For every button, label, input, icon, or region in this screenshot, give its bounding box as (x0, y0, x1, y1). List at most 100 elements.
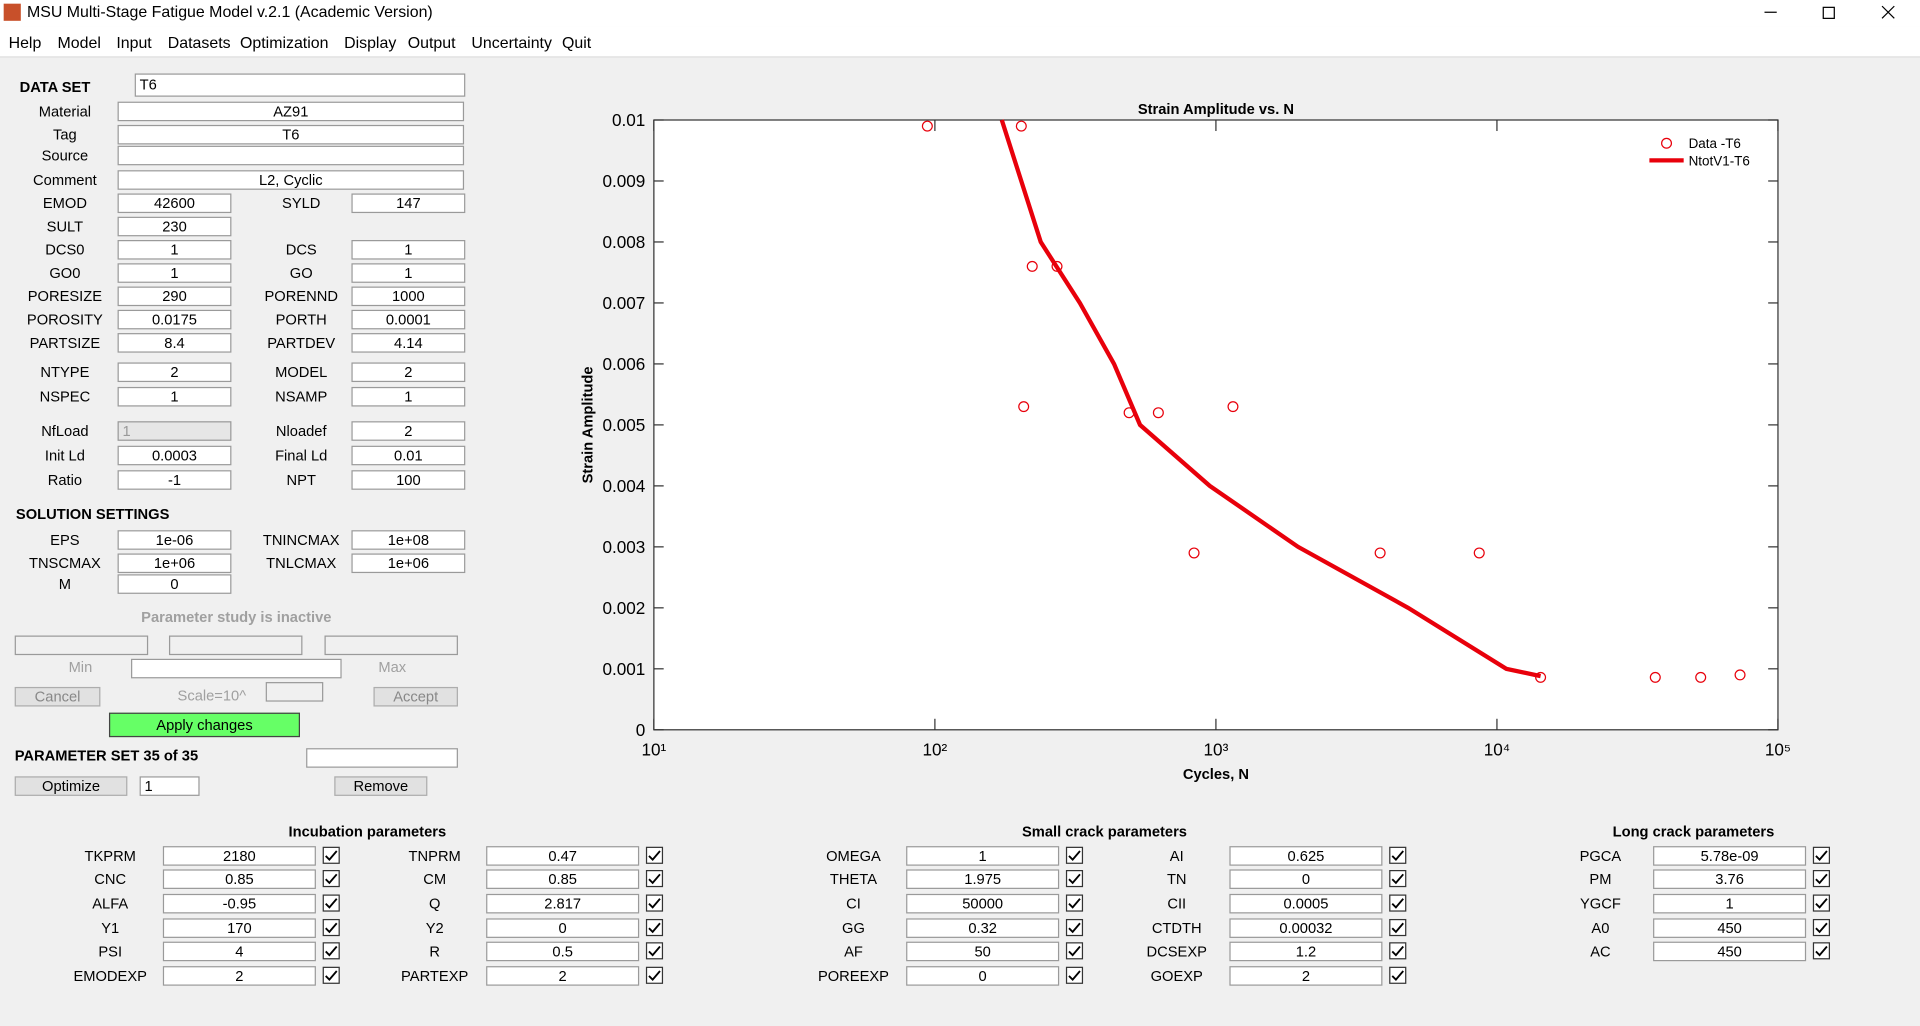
menu-item[interactable]: Display (344, 33, 397, 52)
cancel-button[interactable]: Cancel (14, 686, 101, 707)
field-label: CNC (94, 870, 127, 888)
text-field[interactable]: 2 (351, 421, 466, 441)
text-field[interactable]: L2, Cyclic (117, 170, 465, 190)
text-field[interactable]: 50000 (906, 893, 1060, 914)
field-label: GO (289, 264, 313, 282)
set-dropdown[interactable]: 1 (139, 776, 200, 796)
text-field[interactable] (324, 635, 458, 656)
text-field[interactable]: 42600 (117, 193, 232, 214)
text-field[interactable]: 0 (906, 966, 1060, 986)
text-field[interactable]: 8.4 (117, 333, 232, 353)
restore-icon[interactable] (1822, 6, 1835, 19)
text-field[interactable]: 450 (1653, 941, 1807, 962)
slider[interactable] (306, 748, 458, 768)
text-field[interactable]: 1e+06 (117, 553, 232, 574)
text-field[interactable]: 1e-06 (117, 530, 232, 550)
field-label: AC (1590, 942, 1611, 961)
text-field[interactable]: 4 (162, 941, 316, 962)
text-field[interactable]: 2.817 (486, 893, 640, 914)
scale-label: Scale=10^ (177, 686, 247, 705)
text-field[interactable]: 1 (351, 240, 466, 260)
text-field[interactable]: 2 (1229, 966, 1383, 986)
text-field[interactable]: -0.95 (162, 893, 316, 914)
text-field[interactable]: 1.2 (1229, 941, 1383, 962)
text-field[interactable] (117, 145, 465, 166)
text-field[interactable]: 5.78e-09 (1653, 846, 1807, 866)
text-field[interactable]: 1 (117, 421, 232, 441)
text-field[interactable]: 1 (117, 386, 232, 407)
menu-item[interactable]: Output (407, 33, 456, 52)
dataset-dropdown[interactable]: T6 (134, 73, 466, 97)
optimize-button[interactable]: Optimize (14, 776, 128, 796)
close-icon[interactable] (1881, 5, 1895, 19)
text-field[interactable]: 0.00032 (1229, 918, 1383, 938)
text-field[interactable]: -1 (117, 470, 232, 490)
text-field[interactable]: 50 (906, 941, 1060, 962)
text-field[interactable]: 230 (117, 216, 232, 237)
text-field[interactable]: 2 (486, 966, 640, 986)
text-field[interactable]: 1 (117, 263, 232, 283)
text-field[interactable]: 1 (1653, 893, 1807, 914)
text-field[interactable]: 0.0005 (1229, 893, 1383, 914)
field-label: NTYPE (40, 363, 90, 381)
scale-field[interactable] (265, 682, 324, 702)
apply-button[interactable]: Apply changes (108, 712, 301, 738)
text-field[interactable]: 1 (351, 263, 466, 283)
text-field[interactable]: 1 (117, 240, 232, 260)
text-field[interactable]: 4.14 (351, 333, 466, 353)
text-field[interactable]: 0.32 (906, 918, 1060, 938)
title-bar (0, 0, 1920, 27)
text-field[interactable] (14, 635, 149, 656)
text-field[interactable]: 0.85 (162, 869, 316, 889)
text-field[interactable]: 3.76 (1653, 869, 1807, 889)
text-field[interactable]: T6 (117, 124, 465, 145)
text-field[interactable]: 450 (1653, 918, 1807, 938)
text-field[interactable]: 2 (162, 966, 316, 986)
menu-item[interactable]: Help (8, 33, 42, 52)
field-label: Final Ld (275, 446, 328, 465)
text-field[interactable]: 0.625 (1229, 846, 1383, 866)
checkbox-box (1389, 918, 1407, 937)
slider[interactable] (131, 658, 342, 679)
text-field[interactable]: 0 (486, 918, 640, 938)
text-field[interactable]: 0.5 (486, 941, 640, 962)
text-field[interactable]: 2 (117, 362, 232, 383)
x-tick-label: 10⁴ (1484, 740, 1510, 760)
text-field[interactable]: 0.0003 (117, 445, 232, 466)
text-field[interactable]: 290 (117, 286, 232, 307)
text-field[interactable]: 1 (906, 846, 1060, 866)
text-field[interactable] (168, 635, 303, 656)
text-field[interactable]: 170 (162, 918, 316, 938)
text-field[interactable]: 2180 (162, 846, 316, 866)
remove-button[interactable]: Remove (334, 776, 428, 796)
menu-item[interactable]: Input (116, 33, 152, 52)
text-field[interactable]: 0 (117, 574, 232, 594)
text-field[interactable]: 0.85 (486, 869, 640, 889)
text-field[interactable]: 147 (351, 193, 466, 214)
text-field[interactable]: 100 (351, 470, 466, 490)
menu-item[interactable]: Model (57, 33, 101, 52)
y-tick-label: 0.003 (602, 537, 645, 557)
text-field[interactable]: 0.0175 (117, 309, 232, 330)
checkbox-box (645, 894, 664, 912)
menu-item[interactable]: Quit (562, 33, 592, 52)
text-field[interactable]: 1000 (351, 286, 466, 307)
checkbox-box (322, 918, 340, 937)
text-field[interactable]: 1.975 (906, 869, 1060, 889)
text-field[interactable]: 0 (1229, 869, 1383, 889)
text-field[interactable]: 0.01 (351, 445, 466, 466)
text-field[interactable]: 1e+06 (351, 553, 466, 574)
menu-item[interactable]: Datasets (167, 33, 231, 52)
text-field[interactable]: 0.0001 (351, 309, 466, 330)
accept-button[interactable]: Accept (373, 686, 458, 707)
text-field[interactable]: 1e+08 (351, 530, 466, 550)
text-field[interactable]: AZ91 (117, 101, 465, 122)
field-label: NPT (286, 471, 316, 489)
max-label: Max (378, 658, 407, 676)
text-field[interactable]: 2 (351, 362, 466, 383)
menu-item[interactable]: Optimization (240, 33, 329, 52)
text-field[interactable]: 0.47 (486, 846, 640, 866)
text-field[interactable]: 1 (351, 386, 466, 407)
menu-item[interactable]: Uncertainty (471, 33, 552, 52)
